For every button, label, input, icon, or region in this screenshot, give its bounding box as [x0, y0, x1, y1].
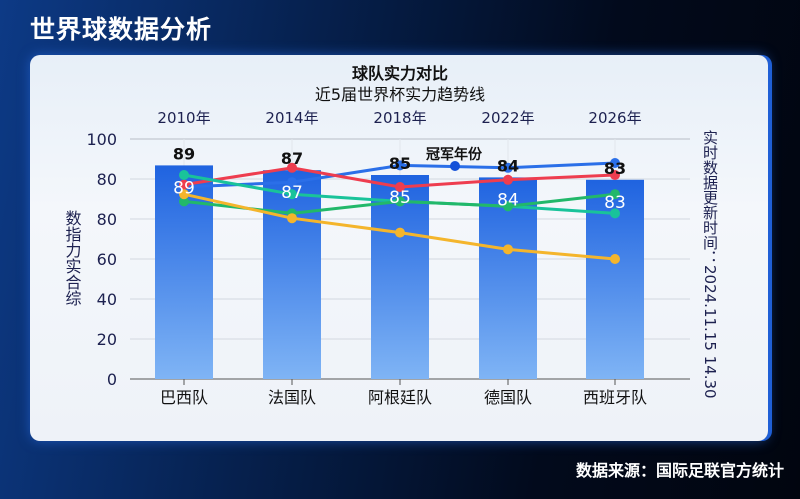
- trend-point: [395, 160, 405, 171]
- top-year-label: 2018年: [373, 109, 426, 127]
- x-tick-label: 阿根廷队: [368, 388, 432, 407]
- x-tick-label: 西班牙队: [583, 388, 647, 407]
- trend-point: [610, 158, 620, 168]
- y-tick-label: 20: [97, 330, 117, 349]
- y-tick-label: 80: [97, 170, 117, 189]
- trend-point: [287, 189, 297, 200]
- x-tick-label: 法国队: [268, 388, 316, 407]
- y-tick-label: 100: [86, 130, 117, 149]
- trend-point: [610, 254, 620, 264]
- top-year-label: 2026年: [588, 109, 641, 127]
- y-tick-label: 40: [97, 290, 117, 309]
- trend-point: [503, 174, 513, 185]
- trend-point: [503, 201, 513, 212]
- legend-label: 冠军年份: [426, 146, 483, 163]
- y-axis-label: 数指力实合综: [63, 210, 82, 307]
- bar-value-label: 89: [173, 178, 195, 198]
- trend-point: [287, 177, 297, 188]
- legend-marker: [450, 161, 460, 171]
- trend-point: [287, 162, 297, 173]
- bar-top-label: 85: [389, 154, 411, 173]
- top-year-label: 2010年: [157, 109, 210, 127]
- y-tick-label: 80: [97, 210, 117, 229]
- bar-value-label: 87: [281, 183, 303, 203]
- trend-point: [503, 244, 513, 255]
- bar-top-label: 83: [604, 159, 626, 178]
- chart-subtitle: 近5届世界杯实力趋势线: [315, 85, 485, 104]
- y-tick-label: 0: [107, 370, 117, 389]
- bar-top-label: 89: [173, 144, 195, 163]
- bar: [263, 170, 321, 379]
- trend-point: [395, 182, 405, 192]
- trend-point: [179, 179, 189, 190]
- top-year-label: 2022年: [481, 109, 534, 127]
- trend-point: [395, 196, 405, 207]
- bar-value-label: 85: [389, 188, 411, 208]
- trend-point: [179, 189, 189, 200]
- bar-top-label: 84: [497, 156, 519, 175]
- top-year-label: 2014年: [265, 109, 318, 127]
- trend-point: [610, 189, 620, 200]
- bar-top-label: 87: [281, 149, 303, 168]
- bar-value-label: 83: [604, 193, 626, 213]
- bar-value-label: 84: [497, 190, 519, 210]
- trend-point: [503, 162, 513, 173]
- page-title: 世界球数据分析: [30, 15, 213, 44]
- trend-point: [610, 170, 620, 180]
- trend-point: [179, 196, 189, 207]
- x-tick-label: 巴西队: [160, 388, 208, 407]
- data-source: 数据来源：国际足联官方统计: [575, 461, 784, 480]
- trend-point: [287, 213, 297, 224]
- update-time-note: 实时数据更新时间：2024.11.15 14.30: [701, 130, 719, 399]
- trend-point: [395, 227, 405, 238]
- bar: [371, 175, 429, 379]
- x-tick-label: 德国队: [484, 388, 532, 407]
- trend-point: [179, 170, 189, 180]
- trend-point: [610, 208, 620, 219]
- chart-title: 球队实力对比: [352, 64, 448, 83]
- y-tick-label: 60: [97, 250, 117, 269]
- legend: 冠军年份: [426, 146, 483, 171]
